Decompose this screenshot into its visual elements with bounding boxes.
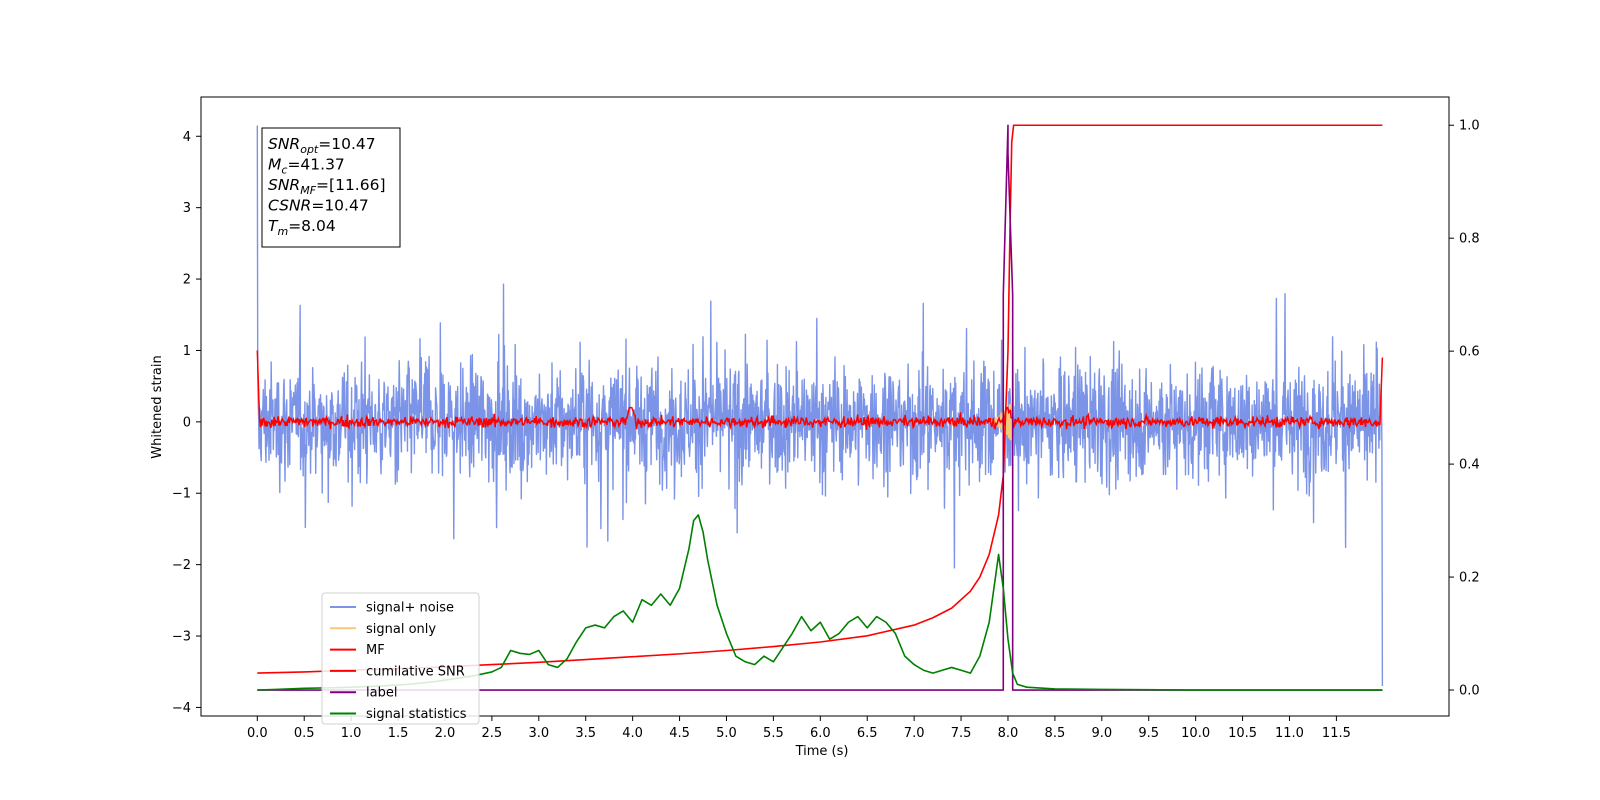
x-tick-label: 7.5 [951, 726, 972, 741]
legend-label: signal only [366, 622, 436, 637]
x-tick-label: 4.5 [669, 726, 690, 741]
series-signal-statistics [257, 514, 1383, 691]
x-tick-label: 6.5 [857, 726, 878, 741]
y-tick-label-left: −2 [172, 558, 191, 573]
y-tick-label-left: 3 [183, 201, 191, 216]
x-tick-label: 9.0 [1091, 726, 1112, 741]
x-tick-label: 0.0 [247, 726, 268, 741]
y-tick-label-left: 2 [183, 273, 191, 288]
annotation-line: CSNR=10.47 [268, 197, 369, 215]
x-tick-label: 11.0 [1275, 726, 1304, 741]
x-tick-label: 9.5 [1138, 726, 1159, 741]
annotation-line: SNRMF=[11.66] [268, 176, 386, 197]
y-tick-label-right: 0.2 [1459, 571, 1480, 586]
y-tick-label-left: −3 [172, 630, 191, 645]
legend-label: cumilative SNR [366, 664, 465, 679]
x-tick-label: 7.0 [904, 726, 925, 741]
y-tick-label-right: 0.4 [1459, 458, 1480, 473]
x-tick-label: 0.5 [294, 726, 315, 741]
x-tick-label: 8.0 [998, 726, 1019, 741]
x-tick-label: 5.5 [763, 726, 784, 741]
y-tick-label-right: 0.0 [1459, 684, 1480, 699]
y-tick-label-left: 1 [183, 344, 191, 359]
x-tick-label: 3.0 [528, 726, 549, 741]
y-tick-label-left: 4 [183, 130, 191, 145]
series-signal-noise [256, 125, 1384, 687]
x-tick-label: 5.0 [716, 726, 737, 741]
series-label [257, 124, 1383, 691]
x-tick-label: 1.5 [388, 726, 409, 741]
series-cumulative-snr [257, 124, 1383, 674]
x-tick-label: 2.5 [482, 726, 503, 741]
y-tick-label-left: 0 [183, 415, 191, 430]
x-tick-label: 11.5 [1322, 726, 1351, 741]
x-axis: 0.0 0.5 1.0 1.5 2.0 2.5 3.0 3.5 4.0 4.5 5.0 5.5 6.0 6… [247, 716, 1351, 741]
y-tick-label-left: −4 [172, 701, 191, 716]
annotation-line: Tm=8.04 [268, 217, 336, 238]
x-tick-label: 1.0 [341, 726, 362, 741]
y-tick-label-right: 0.8 [1459, 232, 1480, 247]
y-tick-label-left: −1 [172, 487, 191, 502]
x-tick-label: 10.5 [1228, 726, 1257, 741]
x-tick-label: 6.0 [810, 726, 831, 741]
legend-label: MF [366, 643, 385, 658]
annotation-line: SNRopt=10.47 [268, 135, 376, 156]
legend: signal+ noise signal only MF cumilative SNR… [321, 592, 480, 725]
annotation-box: SNRopt=10.47Mc=41.37SNRMF=[11.66]CSNR=10… [261, 127, 401, 248]
y-axis-left: 4 3 2 1 0 −1 −2 −3 −4 [172, 130, 201, 716]
plot-frame [200, 96, 1450, 717]
series-layer [256, 124, 1384, 691]
x-axis-label: Time (s) [795, 744, 849, 759]
legend-label: signal+ noise [366, 601, 454, 616]
x-tick-label: 10.0 [1181, 726, 1210, 741]
x-tick-label: 4.0 [622, 726, 643, 741]
x-tick-label: 8.5 [1045, 726, 1066, 741]
y-axis-label: Whitened strain [150, 355, 165, 458]
y-tick-label-right: 0.6 [1459, 345, 1480, 360]
y-axis-right: 1.0 0.8 0.6 0.4 0.2 0.0 [1449, 119, 1480, 699]
y-tick-label-right: 1.0 [1459, 119, 1480, 134]
legend-label: label [366, 686, 397, 701]
x-tick-label: 3.5 [575, 726, 596, 741]
series-mf [256, 350, 1384, 431]
legend-label: signal statistics [366, 707, 467, 722]
x-tick-label: 2.0 [435, 726, 456, 741]
annotation-line: Mc=41.37 [268, 156, 345, 177]
